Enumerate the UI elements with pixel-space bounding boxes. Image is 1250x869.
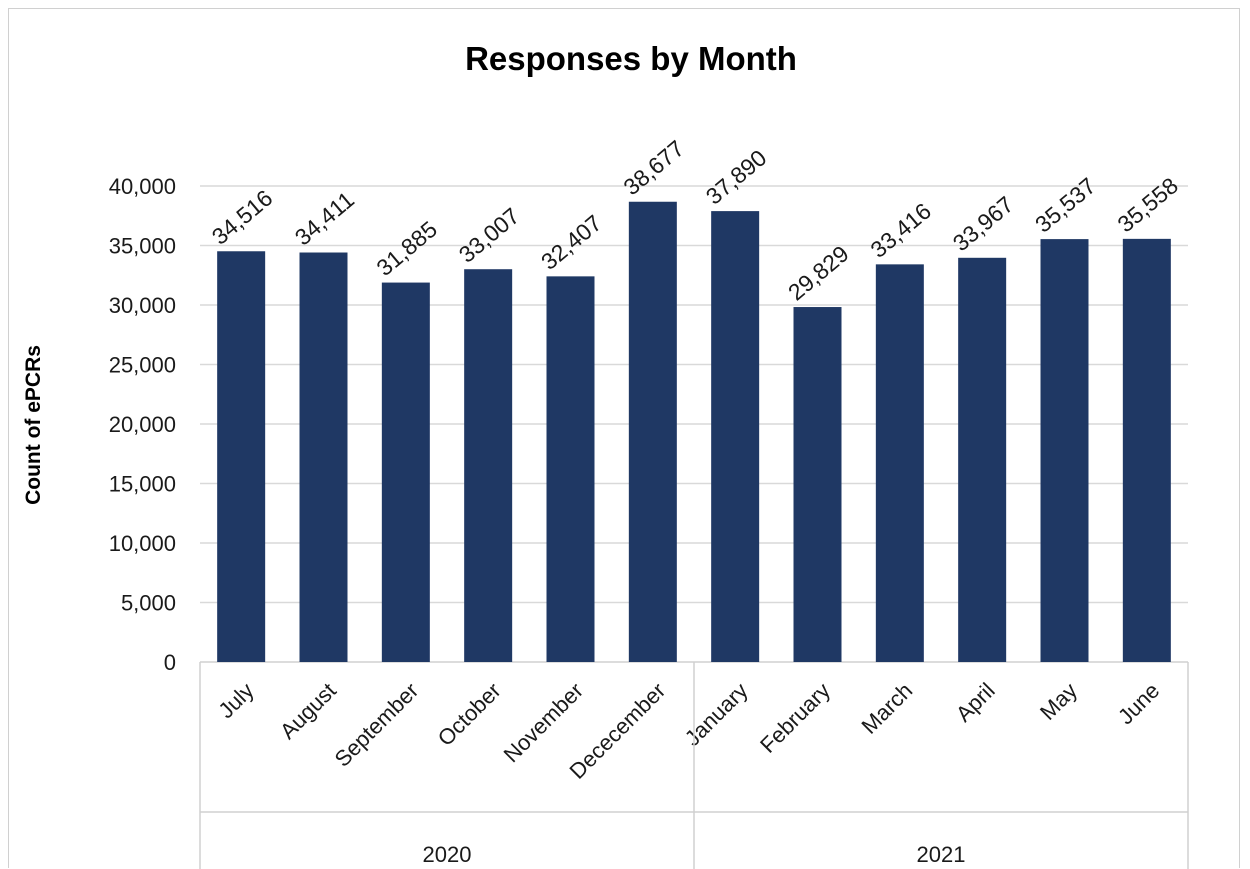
data-label: 37,890 bbox=[701, 144, 772, 209]
y-tick-label: 25,000 bbox=[109, 353, 176, 378]
y-tick-label: 35,000 bbox=[109, 234, 176, 259]
x-category-label: November bbox=[499, 678, 588, 767]
x-category-label: July bbox=[213, 678, 258, 723]
x-category-label: March bbox=[856, 678, 917, 739]
bar bbox=[1122, 238, 1171, 662]
bar bbox=[381, 282, 430, 662]
x-category-label: October bbox=[433, 678, 506, 751]
bar bbox=[464, 269, 513, 662]
y-tick-label: 10,000 bbox=[109, 531, 176, 556]
x-category-label: August bbox=[275, 678, 341, 744]
y-axis-ticks: 0 5,000 10,000 15,000 20,000 25,000 30,000 35,0… bbox=[109, 174, 176, 675]
x-category-label: April bbox=[951, 678, 1000, 727]
group-label: 2020 bbox=[423, 842, 472, 867]
bar bbox=[546, 276, 595, 662]
y-axis-label: Count of ePCRs bbox=[22, 345, 45, 505]
group-label: 2021 bbox=[917, 842, 966, 867]
data-label: 38,677 bbox=[618, 135, 689, 200]
bar bbox=[711, 211, 760, 662]
x-category-label: January bbox=[680, 678, 753, 751]
gridlines bbox=[200, 185, 1188, 663]
data-label: 34,411 bbox=[290, 186, 359, 250]
data-label: 33,007 bbox=[454, 203, 525, 268]
bar bbox=[958, 257, 1007, 662]
data-label: 33,416 bbox=[865, 198, 936, 263]
bar bbox=[628, 201, 677, 662]
data-label: 33,967 bbox=[948, 191, 1019, 256]
data-label: 34,516 bbox=[207, 185, 278, 250]
y-tick-label: 30,000 bbox=[109, 293, 176, 318]
chart-title: Responses by Month bbox=[465, 40, 797, 77]
y-tick-label: 5,000 bbox=[121, 591, 176, 616]
data-label: 32,407 bbox=[536, 210, 607, 275]
y-tick-label: 40,000 bbox=[109, 174, 176, 199]
x-category-label: February bbox=[755, 678, 835, 758]
bar bbox=[1040, 239, 1089, 663]
bar bbox=[299, 252, 348, 662]
y-tick-label: 20,000 bbox=[109, 412, 176, 437]
y-tick-label: 15,000 bbox=[109, 472, 176, 497]
data-label: 35,537 bbox=[1030, 172, 1101, 237]
x-category-label: June bbox=[1113, 678, 1164, 729]
y-tick-label: 0 bbox=[164, 650, 176, 675]
data-label: 35,558 bbox=[1112, 172, 1183, 237]
bar bbox=[217, 251, 266, 663]
x-category-label: May bbox=[1035, 678, 1082, 725]
data-label: 31,885 bbox=[371, 216, 442, 281]
bar bbox=[793, 307, 842, 662]
data-label: 29,829 bbox=[783, 240, 854, 305]
chart-frame bbox=[8, 8, 1240, 868]
bars bbox=[217, 201, 1171, 663]
bar bbox=[875, 264, 924, 662]
x-category-label: September bbox=[330, 678, 424, 772]
